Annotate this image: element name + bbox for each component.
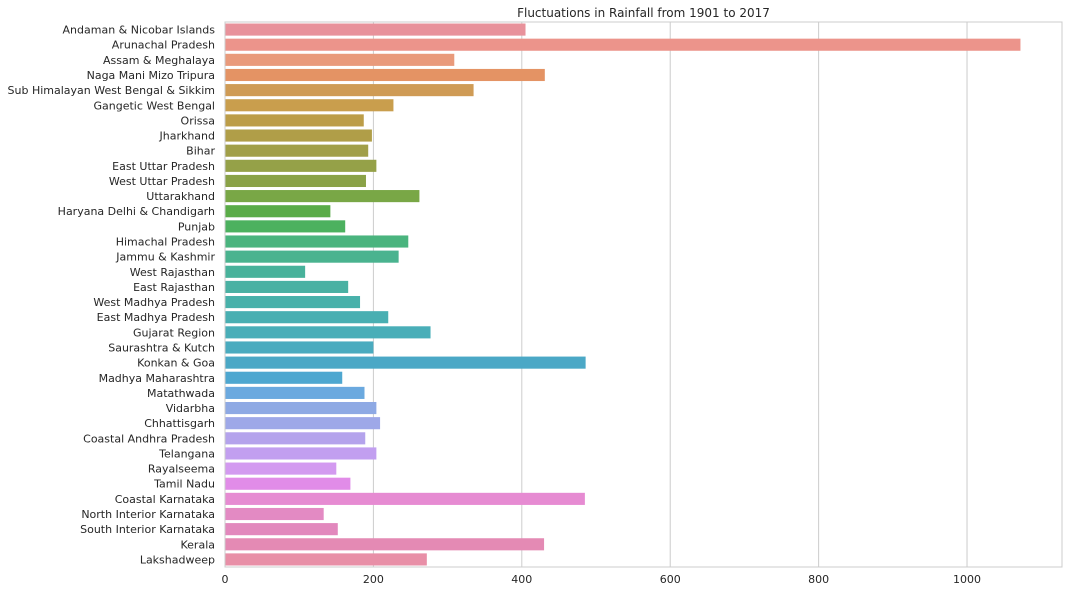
y-tick-label: Orissa [181,114,215,127]
x-tick-label: 1000 [953,573,981,586]
bar [225,144,369,157]
bar [225,296,361,309]
bar [225,371,343,384]
bars [225,23,1021,566]
bar [225,129,372,142]
bar [225,326,431,339]
y-tick-label: Coastal Andhra Pradesh [83,432,215,445]
y-tick-label: Telangana [158,447,215,460]
bar [225,190,420,203]
x-tick-labels: 0 200 400 600 800 1000 [222,573,982,586]
bar [225,220,346,233]
y-tick-label: Bihar [186,145,215,158]
y-tick-label: Chhattisgarh [144,417,215,430]
bar [225,386,365,399]
y-tick-label: Rayalseema [148,463,215,476]
y-tick-label: Tamil Nadu [153,478,215,491]
y-tick-label: Lakshadweep [140,553,215,566]
bar [225,523,338,536]
y-tick-label: West Madhya Pradesh [93,296,215,309]
bar [225,114,364,127]
y-tick-label: Naga Mani Mizo Tripura [87,69,215,82]
y-tick-label: North Interior Karnataka [81,508,215,521]
bar [225,38,1021,51]
x-tick-label: 600 [660,573,681,586]
bar [225,159,377,172]
y-tick-labels: Andaman & Nicobar Islands Arunachal Prade… [8,24,216,567]
y-tick-label: East Madhya Pradesh [97,311,215,324]
bar [225,235,409,248]
bar [225,205,331,218]
y-tick-label: Haryana Delhi & Chandigarh [58,205,215,218]
y-tick-label: East Uttar Pradesh [112,160,215,173]
y-tick-label: Jharkhand [158,130,215,143]
bar [225,23,526,36]
x-tick-label: 400 [511,573,532,586]
x-tick-label: 0 [222,573,229,586]
bar [225,538,545,551]
y-tick-label: Kerala [181,538,216,551]
bar [225,356,586,369]
y-tick-label: Punjab [178,220,215,233]
x-tick-label: 200 [363,573,384,586]
chart-title: Fluctuations in Rainfall from 1901 to 20… [517,6,770,20]
plot-frame [224,21,1063,568]
bar [225,280,349,293]
bar [225,84,474,97]
bar [225,401,377,415]
bar [225,341,374,354]
bar [225,432,366,445]
bar [225,265,306,278]
y-tick-label: Gujarat Region [133,326,215,339]
bar [225,492,585,505]
y-tick-label: Saurashtra & Kutch [108,341,215,354]
y-tick-label: South Interior Karnataka [80,523,215,536]
bar [225,507,324,521]
bar [225,462,337,475]
y-tick-label: Gangetic West Bengal [93,99,215,112]
bar [225,99,394,112]
y-tick-label: West Rajasthan [130,266,215,279]
bar [225,174,366,188]
bar [225,447,377,460]
y-tick-label: West Uttar Pradesh [109,175,215,188]
y-tick-label: Matathwada [147,387,215,400]
y-tick-label: Assam & Meghalaya [103,54,215,67]
y-tick-label: Andaman & Nicobar Islands [63,24,216,37]
bar [225,53,455,66]
y-tick-label: Himachal Pradesh [116,236,215,249]
x-tick-label: 800 [808,573,829,586]
y-tick-label: Sub Himalayan West Bengal & Sikkim [8,84,215,97]
y-tick-label: Jammu & Kashmir [115,251,215,264]
y-tick-label: Arunachal Pradesh [112,39,215,52]
y-tick-label: East Rajasthan [133,281,215,294]
bar [225,477,351,490]
y-tick-label: Uttarakhand [146,190,215,203]
bar [225,417,381,430]
bar [225,553,427,566]
bar [225,311,389,324]
y-tick-label: Coastal Karnataka [115,493,215,506]
y-tick-label: Konkan & Goa [137,357,215,370]
y-tick-label: Vidarbha [166,402,215,415]
y-tick-label: Madhya Maharashtra [99,372,215,385]
bar [225,250,399,263]
bar [225,68,545,82]
